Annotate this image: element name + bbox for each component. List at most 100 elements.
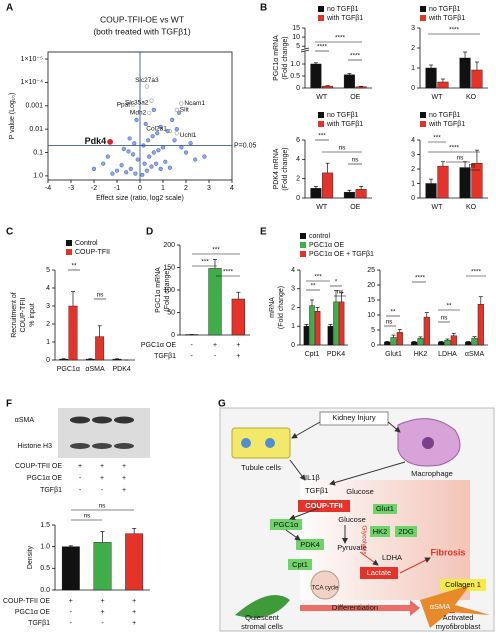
diagram-label: stromal cells: [241, 622, 283, 631]
significance-label: ns: [339, 145, 347, 152]
y-tick-label: 0: [171, 332, 175, 339]
bar: [338, 301, 345, 346]
y-tick-label: 4: [296, 156, 300, 163]
x-tick-label: WT: [316, 94, 328, 101]
bar: [471, 337, 478, 346]
point: [156, 148, 161, 153]
legend-swatch: [318, 112, 324, 118]
point: [133, 171, 138, 176]
significance-label: ****: [223, 269, 234, 276]
x-tick-label: 1: [161, 185, 165, 192]
x-tick-label: LDHA: [438, 351, 457, 358]
blot-image: [58, 408, 150, 458]
y-tick-label: 6: [296, 137, 300, 144]
y-axis-label: PDK4 mRNA: [273, 148, 280, 189]
point-label: Slc35a2: [125, 99, 149, 106]
point-label: Ppat: [117, 101, 131, 108]
diagram-label: Kidney Injury: [332, 413, 376, 422]
x-tick-label: OE: [350, 94, 360, 101]
panel-label: D: [146, 227, 153, 238]
condition-name: TGFβ1: [28, 620, 50, 627]
point: [167, 128, 172, 134]
x-tick-label: PDK4: [327, 351, 345, 358]
point: [124, 170, 129, 175]
point: [160, 145, 166, 150]
x-axis-label: Effect size (ratio, log2 scale): [96, 195, 184, 202]
bar: [327, 326, 334, 346]
condition-name: TGFβ1: [40, 487, 62, 494]
point-label: Slc27a3: [135, 77, 159, 84]
bar: [314, 311, 321, 346]
point: [170, 117, 175, 122]
point: [142, 161, 147, 166]
y-tick-label: 10: [292, 34, 300, 41]
point: [158, 124, 163, 129]
condition-value: -: [70, 609, 73, 616]
x-tick-label: OE: [350, 204, 360, 211]
x-tick-label: Cpt1: [305, 351, 320, 358]
x-tick-label: -4: [45, 185, 51, 192]
diagram-label: COUP-TFII: [305, 501, 343, 510]
point-label: Mdh2: [130, 110, 147, 117]
condition-value: +: [122, 487, 126, 494]
legend-label: with TGFβ1: [326, 121, 363, 128]
chart-title: COUP-TFII-OE vs WT: [100, 14, 184, 24]
point: [167, 165, 172, 170]
legend-swatch: [420, 15, 426, 21]
point: [107, 138, 113, 145]
box: [270, 519, 302, 530]
point: [174, 131, 179, 136]
y-tick-label: 100: [163, 287, 175, 294]
bar: [425, 183, 437, 199]
significance-label: ***: [314, 274, 322, 281]
diagram-label: Cpt1: [292, 560, 308, 569]
point: [177, 110, 182, 115]
legend-label: with TGFβ1: [428, 121, 465, 128]
axis-break: [301, 48, 309, 52]
point: [127, 136, 132, 141]
y-tick-label: 0.01: [29, 126, 43, 133]
significance-label: ns: [441, 315, 449, 322]
y-tick-label: 3: [46, 303, 50, 310]
y-axis-label: COUP-TFII: [20, 297, 27, 332]
y-tick-label: 0.5: [40, 565, 50, 572]
bar: [68, 305, 78, 361]
x-tick-label: 3: [207, 185, 211, 192]
x-tick-label: WT: [316, 204, 328, 211]
y-tick-label: 5: [371, 327, 375, 334]
condition-value: +: [236, 353, 240, 360]
bar: [61, 546, 80, 591]
y-tick-label: 0: [371, 342, 375, 349]
condition-name: COUP-TFII OE: [15, 463, 62, 470]
point: [188, 141, 193, 146]
blot-band: [70, 416, 90, 424]
condition-value: +: [78, 463, 82, 470]
y-tick-label: 0: [411, 195, 415, 202]
y-tick-label: 0: [291, 342, 295, 349]
point: [179, 145, 184, 150]
point: [144, 168, 149, 173]
threshold-label: P=0.05: [234, 142, 256, 149]
point: [101, 161, 106, 166]
point: [151, 150, 156, 155]
point: [140, 172, 145, 177]
panel-label: B: [260, 3, 267, 14]
y-tick-label: 3: [411, 151, 415, 158]
panel-label: E: [260, 227, 267, 238]
box: [360, 567, 398, 579]
significance-label: **: [446, 303, 452, 310]
point: [155, 131, 160, 136]
y-axis-label: mRNA: [269, 297, 276, 318]
y-axis-label: % input: [29, 303, 36, 326]
legend-label: with TGFβ1: [326, 15, 363, 22]
legend-label: Control: [75, 240, 98, 247]
point-label: Col2a1: [146, 126, 167, 133]
point-label: Ncam1: [184, 100, 205, 107]
point: [174, 127, 179, 132]
bar: [438, 341, 445, 346]
condition-value: +: [100, 598, 104, 605]
point: [174, 107, 179, 112]
diagram-label: TGFβ1: [305, 486, 328, 495]
point: [131, 152, 136, 157]
